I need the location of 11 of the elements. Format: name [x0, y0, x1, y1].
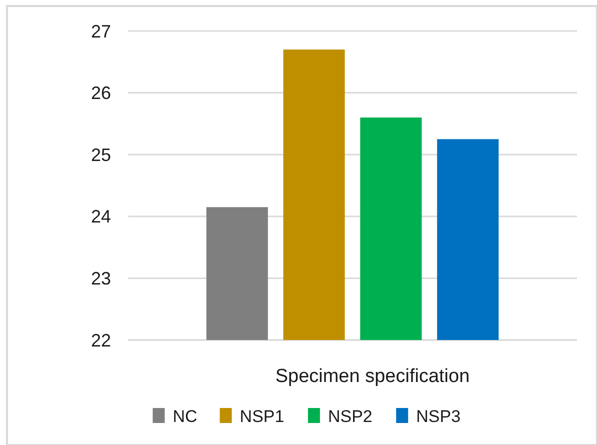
x-tick-label: Specimen specification [275, 366, 470, 387]
legend-label: NSP1 [240, 407, 284, 426]
legend-label: NSP3 [416, 407, 461, 426]
y-tick-label: 26 [90, 83, 111, 104]
y-tick-label: 25 [90, 144, 111, 165]
y-tick-label: 23 [90, 268, 111, 288]
legend-label: NC [172, 407, 198, 426]
legend-label: NSP2 [328, 407, 372, 426]
y-tick-label: 22 [90, 330, 111, 350]
y-tick-label: 24 [90, 206, 111, 227]
y-tick-label: 27 [90, 21, 111, 42]
